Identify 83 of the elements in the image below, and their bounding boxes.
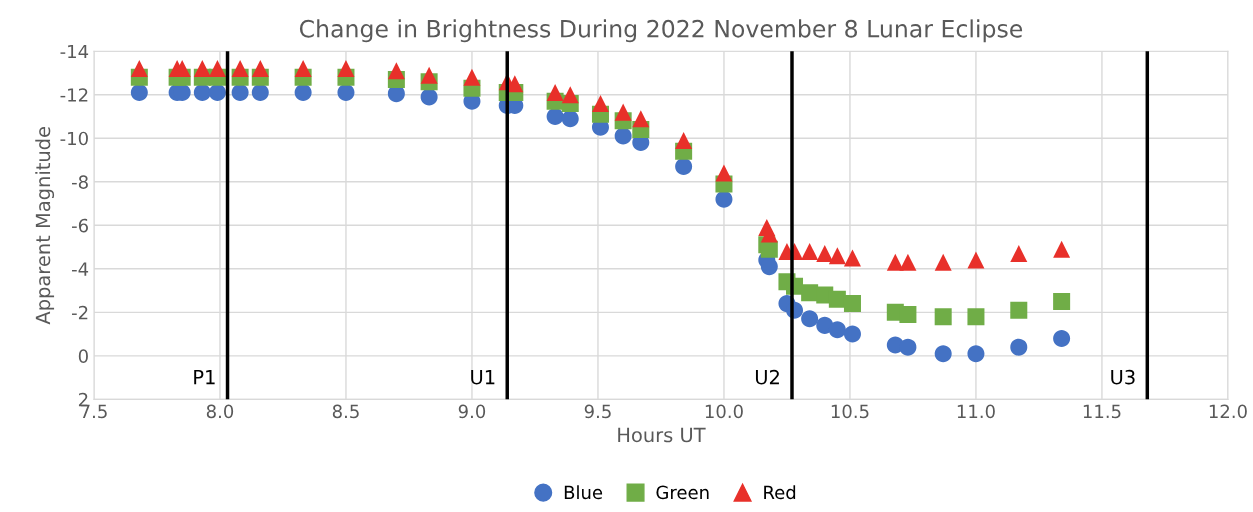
y-tick-label: -12 — [60, 88, 88, 102]
point — [193, 60, 211, 78]
point — [130, 60, 148, 78]
point — [1010, 245, 1028, 263]
point — [899, 305, 917, 323]
y-tick-label: -4 — [72, 262, 89, 276]
point — [715, 164, 733, 182]
point — [816, 245, 834, 263]
point — [420, 88, 438, 106]
point — [546, 84, 564, 102]
point — [420, 66, 438, 84]
point — [251, 84, 269, 102]
x-axis-title: Hours UT — [618, 427, 706, 443]
point — [1053, 240, 1071, 258]
point — [614, 127, 632, 145]
point — [934, 345, 952, 363]
point — [1053, 329, 1071, 347]
x-tick-label: 10.0 — [705, 404, 743, 419]
point — [614, 103, 632, 121]
x-tick-label: 10.5 — [831, 404, 869, 419]
x-tick-label: 8.0 — [206, 404, 234, 419]
point — [1010, 338, 1028, 356]
y-tick-label: 0 — [78, 349, 88, 363]
point — [294, 60, 312, 78]
point — [801, 310, 819, 328]
point — [1010, 301, 1028, 319]
x-tick-label: 11.5 — [1083, 404, 1121, 419]
chart-title: Change in Brightness During 2022 November 8 Lunar Eclipse — [299, 19, 1023, 43]
y-tick-label: -14 — [60, 44, 89, 59]
point — [899, 253, 917, 271]
x-tick-label: 9.5 — [584, 404, 611, 419]
point — [561, 86, 579, 104]
point — [967, 345, 985, 363]
y-tick-label: -8 — [72, 175, 88, 189]
point — [294, 84, 312, 102]
y-tick-label: -10 — [60, 131, 88, 146]
x-tick-label: 9.0 — [458, 404, 486, 419]
point — [208, 84, 226, 102]
point — [463, 68, 481, 86]
point — [231, 60, 249, 78]
ref-line-label: U2 — [755, 369, 779, 385]
point — [208, 60, 226, 78]
point — [967, 308, 985, 326]
x-tick-label: 12.0 — [1209, 404, 1247, 419]
point — [675, 158, 693, 176]
point — [828, 321, 846, 339]
point — [899, 338, 917, 356]
point — [828, 247, 846, 265]
point — [828, 290, 846, 308]
ref-line-label: P1 — [194, 370, 215, 385]
x-tick-label: 8.5 — [332, 404, 359, 419]
point — [801, 284, 819, 302]
point — [387, 62, 405, 80]
point — [715, 190, 733, 208]
point — [231, 84, 249, 102]
point — [251, 60, 269, 78]
y-axis-title: Apparent Magnitude — [35, 127, 55, 325]
ref-line-label: U3 — [1111, 369, 1135, 385]
point — [934, 253, 952, 271]
point — [760, 240, 778, 258]
y-tick-label: -2 — [72, 305, 88, 320]
legend-label: Green — [656, 485, 709, 500]
point — [632, 110, 650, 128]
point — [843, 249, 861, 267]
point — [130, 84, 148, 102]
point — [760, 258, 778, 276]
legend-label: Red — [764, 485, 796, 500]
point — [561, 110, 579, 128]
point — [843, 295, 861, 313]
point — [886, 253, 904, 271]
ref-line-label: U1 — [471, 370, 495, 385]
point — [843, 325, 861, 343]
y-tick-label: -6 — [72, 218, 88, 233]
point — [801, 242, 819, 260]
point — [967, 251, 985, 269]
legend-label: Blue — [564, 485, 603, 500]
point — [1053, 292, 1071, 310]
x-tick-label: 11.0 — [957, 404, 995, 419]
point — [337, 84, 355, 102]
point — [591, 94, 609, 112]
point — [934, 308, 952, 326]
point — [337, 60, 355, 78]
point — [675, 131, 693, 149]
